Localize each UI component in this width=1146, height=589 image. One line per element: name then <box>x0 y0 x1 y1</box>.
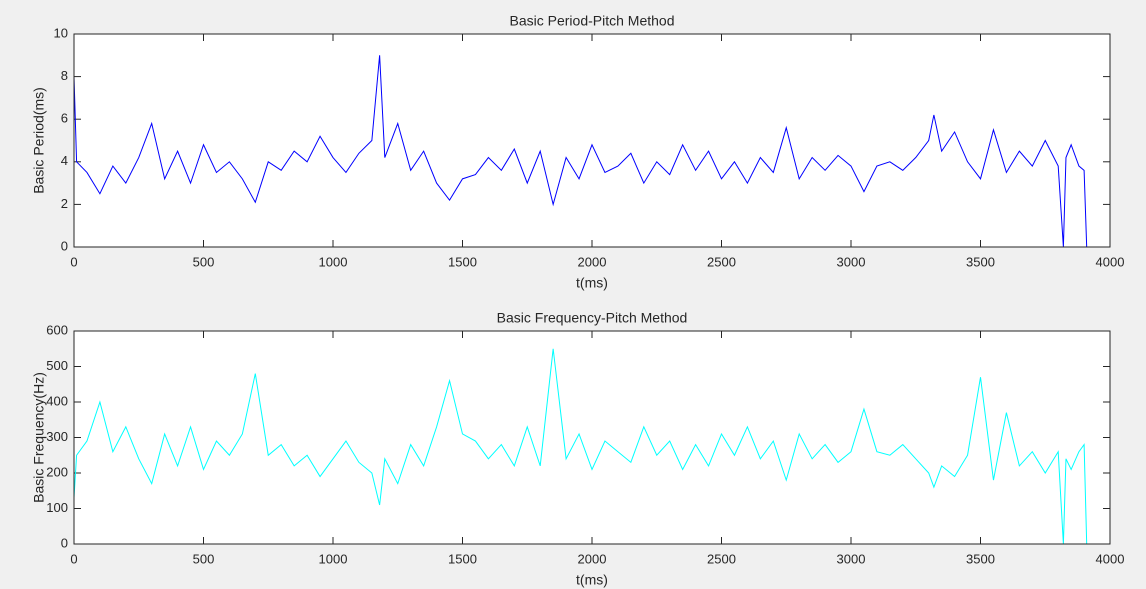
x-tick-label: 2000 <box>578 254 607 269</box>
x-axis-label: t(ms) <box>576 275 608 291</box>
y-axis-label: Basic Period(ms) <box>31 87 47 194</box>
x-tick-label: 4000 <box>1096 254 1125 269</box>
y-tick-label: 400 <box>46 393 68 408</box>
plot-frame <box>73 330 1111 545</box>
x-tick-label: 500 <box>193 254 215 269</box>
x-tick-label: 1500 <box>448 254 477 269</box>
x-tick-label: 2500 <box>707 551 736 566</box>
y-tick-label: 2 <box>61 196 68 211</box>
y-tick-label: 10 <box>54 25 68 40</box>
x-tick-label: 3500 <box>966 254 995 269</box>
data-line <box>73 55 1088 248</box>
chart-title: Basic Period-Pitch Method <box>510 13 675 29</box>
y-tick-label: 0 <box>61 535 68 550</box>
plot-area <box>74 331 1110 544</box>
y-tick-label: 6 <box>61 111 68 126</box>
y-axis-label: Basic Frequency(Hz) <box>31 372 47 503</box>
x-tick-label: 3000 <box>837 551 866 566</box>
x-tick-label: 0 <box>70 551 77 566</box>
data-line <box>73 348 1088 545</box>
plot-area <box>74 34 1110 247</box>
y-tick-label: 200 <box>46 464 68 479</box>
x-tick-label: 1500 <box>448 551 477 566</box>
chart-title: Basic Frequency-Pitch Method <box>497 310 688 326</box>
x-tick-label: 3000 <box>837 254 866 269</box>
x-tick-label: 3500 <box>966 551 995 566</box>
y-tick-label: 600 <box>46 322 68 337</box>
x-tick-label: 2500 <box>707 254 736 269</box>
y-tick-label: 4 <box>61 153 68 168</box>
x-axis-label: t(ms) <box>576 572 608 588</box>
y-tick-label: 300 <box>46 429 68 444</box>
y-tick-label: 100 <box>46 500 68 515</box>
plot-frame <box>73 33 1111 248</box>
x-tick-label: 1000 <box>319 551 348 566</box>
x-tick-label: 4000 <box>1096 551 1125 566</box>
y-tick-label: 500 <box>46 358 68 373</box>
y-tick-label: 0 <box>61 238 68 253</box>
x-tick-label: 0 <box>70 254 77 269</box>
x-tick-label: 1000 <box>319 254 348 269</box>
x-tick-label: 2000 <box>578 551 607 566</box>
x-tick-label: 500 <box>193 551 215 566</box>
y-tick-label: 8 <box>61 68 68 83</box>
